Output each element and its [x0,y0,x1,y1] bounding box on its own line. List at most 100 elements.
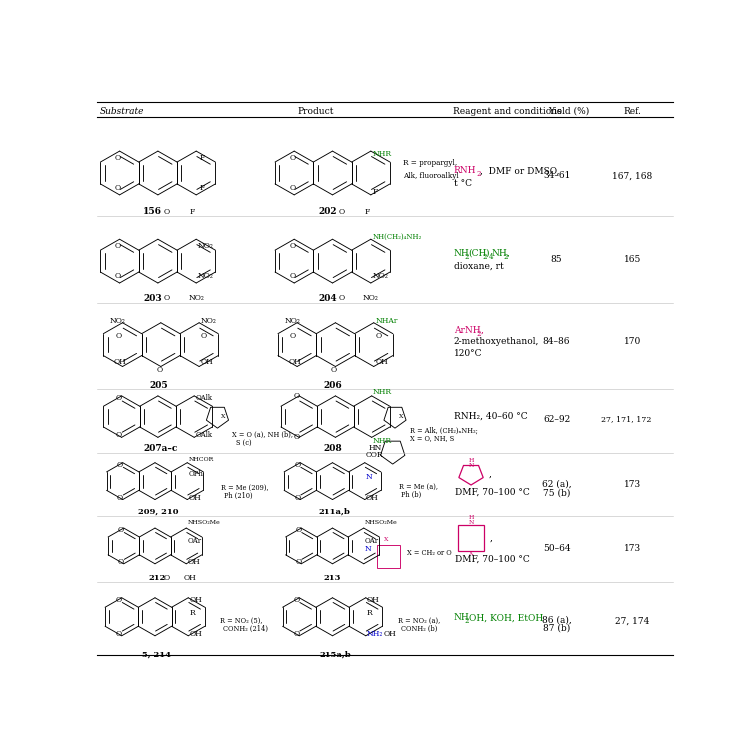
Text: 27, 171, 172: 27, 171, 172 [602,415,652,423]
Text: H: H [469,515,474,520]
Text: 85: 85 [550,255,562,264]
Text: 2: 2 [482,253,487,261]
Text: 211a,b: 211a,b [318,508,350,516]
Text: NH: NH [492,248,508,257]
Text: O: O [115,272,121,280]
Text: O: O [294,595,300,604]
Text: OAlk: OAlk [196,432,213,439]
Text: O: O [116,595,122,604]
Text: NO₂: NO₂ [285,316,300,325]
Text: X = CH₂ or O: X = CH₂ or O [407,550,452,557]
Text: 84–86: 84–86 [543,337,570,346]
Text: O: O [116,332,122,340]
Text: NHCOR: NHCOR [189,456,214,462]
Text: OH: OH [184,574,197,582]
Text: F: F [190,208,195,216]
Text: DMF, 70–100 °C: DMF, 70–100 °C [455,555,529,564]
Text: R = NO₂ (a),: R = NO₂ (a), [398,617,440,625]
Text: O: O [290,184,296,192]
Text: 2: 2 [465,617,469,625]
Text: F: F [199,184,204,192]
Text: Reagent and conditions: Reagent and conditions [453,106,562,116]
Text: O: O [164,574,170,582]
Text: O: O [115,184,121,192]
Text: 2: 2 [477,331,481,338]
Text: N: N [366,473,372,482]
Text: ,: , [506,248,509,257]
Text: dioxane, rt: dioxane, rt [454,261,503,270]
Text: R = Me (a),: R = Me (a), [399,483,438,491]
Text: X: X [399,414,403,419]
Text: 62–92: 62–92 [543,415,570,424]
Text: ): ) [486,248,489,257]
Text: OH: OH [383,630,396,638]
Text: NH(CH₂)₄NH₂: NH(CH₂)₄NH₂ [372,233,422,241]
Text: F: F [372,188,378,195]
Text: 206: 206 [324,381,342,390]
Text: O: O [294,392,300,400]
Text: X = O, NH, S: X = O, NH, S [409,435,454,443]
Text: R: R [189,609,195,617]
Text: O: O [115,242,121,250]
Text: R: R [367,609,372,617]
Text: CONH₂ (214): CONH₂ (214) [223,625,268,633]
Text: O: O [290,242,296,250]
Text: 167, 168: 167, 168 [612,171,653,180]
Text: ArNH: ArNH [454,325,480,334]
Text: 5, 214: 5, 214 [142,650,171,658]
Text: X: X [384,537,388,542]
Text: O: O [295,526,302,534]
Text: NO₂: NO₂ [198,272,214,280]
Text: O: O [294,461,300,468]
Text: O: O [164,208,170,216]
Text: 2-methoxyethanol,: 2-methoxyethanol, [454,337,539,346]
Text: 213: 213 [324,574,341,582]
Text: O: O [376,332,382,340]
Text: O: O [118,526,124,534]
Text: O: O [294,433,300,441]
Text: Substrate: Substrate [100,106,144,116]
Text: N: N [365,545,372,554]
Text: OAr: OAr [365,536,379,545]
Text: O: O [116,394,122,402]
Text: 62 (a),: 62 (a), [541,479,572,488]
Text: t °C: t °C [454,179,472,188]
Text: OH: OH [188,558,201,566]
Text: O: O [338,294,345,302]
Text: 156: 156 [143,207,162,216]
Text: DMF, 70–100 °C: DMF, 70–100 °C [455,488,529,497]
Text: 209, 210: 209, 210 [137,508,178,516]
Text: NO₂: NO₂ [189,294,204,302]
Text: OH: OH [367,595,380,604]
Text: NO₂: NO₂ [110,316,125,325]
Text: COR: COR [366,451,384,459]
Text: O: O [201,332,207,340]
Text: 87 (b): 87 (b) [543,624,570,633]
Text: 202: 202 [318,207,336,216]
Text: 203: 203 [143,294,162,303]
Text: 120°C: 120°C [454,349,482,358]
Text: O: O [294,494,300,502]
Text: 205: 205 [149,381,167,390]
Text: OH: OH [189,595,202,604]
Text: OH, KOH, EtOH: OH, KOH, EtOH [469,613,543,622]
Text: OH: OH [189,630,202,638]
Text: O: O [156,366,162,374]
Text: OH: OH [288,358,301,366]
Text: ,: , [481,325,483,334]
Text: O: O [295,558,302,566]
Text: 34–61: 34–61 [543,171,570,180]
Text: O: O [116,432,122,439]
Text: Product: Product [297,106,334,116]
Text: 86 (a),: 86 (a), [541,615,572,624]
Text: R = propargyl,: R = propargyl, [403,159,457,167]
Text: Ph (b): Ph (b) [402,491,421,498]
Text: (CH: (CH [469,248,487,257]
Text: O: O [116,630,122,638]
Text: NHSO₂Me: NHSO₂Me [188,520,220,525]
Text: X = O (a), NH (b),: X = O (a), NH (b), [232,431,293,439]
Text: NO₂: NO₂ [198,242,214,250]
Text: NH: NH [454,613,469,622]
Text: OPh: OPh [189,470,204,478]
Text: 170: 170 [623,337,641,346]
